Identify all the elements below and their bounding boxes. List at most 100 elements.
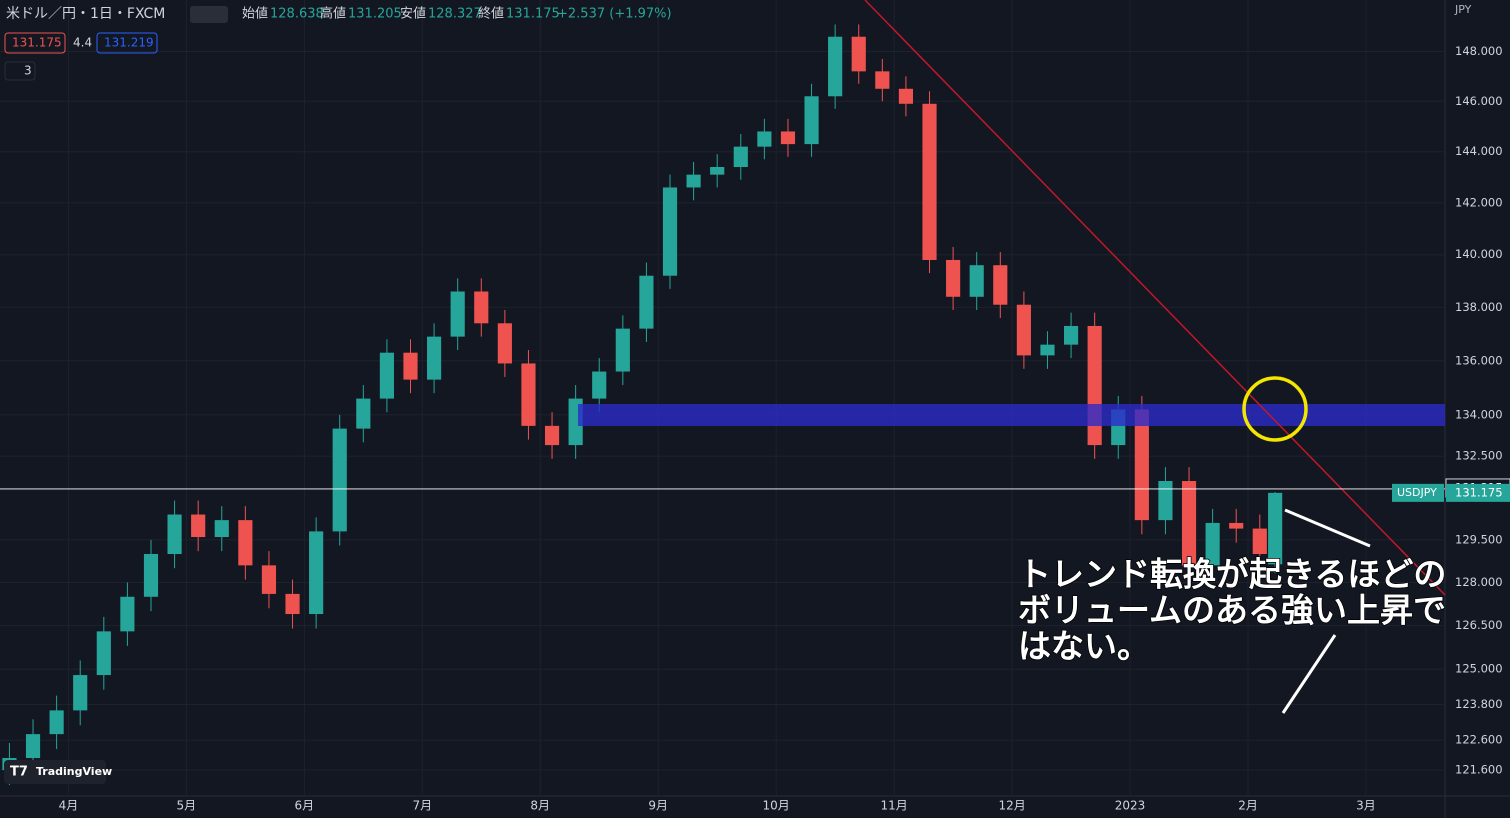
annotation: はない。 <box>1018 627 1150 666</box>
currency: JPY <box>1454 3 1472 16</box>
x-tick-label: 9月 <box>648 799 668 813</box>
logo-mark: T7 <box>10 765 28 780</box>
last-price-box <box>1446 483 1510 502</box>
arrow-line <box>1284 508 1371 548</box>
support-zone <box>578 404 1445 426</box>
y-tick-label: 144.000 <box>1455 144 1503 158</box>
candle-body <box>521 363 536 426</box>
candle-body <box>993 265 1008 305</box>
label: 高値 <box>320 6 346 22</box>
candle-body <box>1229 522 1244 529</box>
candle-body <box>474 291 489 324</box>
candle-body <box>544 425 560 446</box>
y-tick-label: 136.000 <box>1455 353 1503 367</box>
candle-body <box>804 96 819 145</box>
logo: TradingView <box>36 765 112 778</box>
indicator-count: 3 <box>24 64 32 78</box>
candle-body <box>592 371 607 399</box>
x-tick-label: 8月 <box>530 799 550 813</box>
candle-body <box>167 514 182 555</box>
sell-button[interactable] <box>4 32 66 54</box>
candle-body <box>332 428 347 532</box>
candle-body <box>1252 528 1267 555</box>
x-tick-label: 5月 <box>177 799 197 813</box>
candle-body <box>1040 344 1055 356</box>
candle-body <box>238 520 253 566</box>
candle-body <box>969 265 984 297</box>
candle-body <box>1181 481 1197 566</box>
logo-box <box>4 760 106 784</box>
last-name: USDJPY <box>1397 486 1437 499</box>
last-price: 131.175 <box>1455 485 1503 499</box>
x-tick-label: 12月 <box>998 799 1025 813</box>
candle-body <box>828 36 843 97</box>
annotation: トレンド転換が起きるほどの <box>1018 555 1446 594</box>
trend-line <box>864 0 1446 596</box>
last-name-box <box>1392 483 1444 502</box>
candle-body <box>733 146 748 167</box>
toggle[interactable] <box>190 6 228 23</box>
candle-body <box>309 531 324 615</box>
y-tick-label: 122.600 <box>1455 733 1503 747</box>
candle-body <box>497 323 512 364</box>
label: 始値 <box>242 6 268 22</box>
candle-body <box>898 88 914 104</box>
candle-body <box>1134 409 1149 521</box>
candle-body <box>686 174 701 188</box>
spread: 4.4 <box>73 36 92 50</box>
buy-price: 131.219 <box>104 36 154 50</box>
y-tick-label: 128.000 <box>1455 575 1503 589</box>
candle-body <box>427 336 442 380</box>
value: 131.175 <box>506 7 560 22</box>
x-tick-label: 4月 <box>59 799 79 813</box>
x-tick-label: 7月 <box>412 799 432 813</box>
symbol: 米ドル／円・1日・FXCM <box>6 6 165 22</box>
y-tick-label: 138.000 <box>1455 300 1503 314</box>
candle-body <box>1158 481 1173 521</box>
indicator-toggle[interactable] <box>4 61 36 81</box>
candle-body <box>1205 522 1220 566</box>
candle-body <box>285 593 300 615</box>
candle-body <box>1063 325 1079 345</box>
y-tick-label: 146.000 <box>1455 94 1503 108</box>
buy-button[interactable] <box>96 32 158 54</box>
candle-body <box>615 328 630 372</box>
value: 131.205 <box>348 7 402 22</box>
x-tick-label: 6月 <box>295 799 315 813</box>
y-tick-label: 132.500 <box>1455 449 1503 463</box>
arrow-line <box>1281 634 1337 714</box>
candle-body <box>851 36 866 72</box>
candle-body <box>261 565 277 594</box>
label: 終値 <box>478 6 504 22</box>
candle-body <box>757 131 772 147</box>
y-tick-label: 148.000 <box>1455 44 1503 58</box>
value: 128.327 <box>428 7 482 22</box>
x-tick-label: 3月 <box>1356 799 1376 813</box>
candle-body <box>780 131 796 145</box>
candle-body <box>96 631 111 676</box>
y-tick-label: 125.000 <box>1455 662 1503 676</box>
candle-body <box>1268 492 1283 565</box>
change: +2.537 (+1.97%) <box>557 7 672 22</box>
label: 安値 <box>400 6 426 22</box>
x-tick-label: 2月 <box>1238 799 1258 813</box>
candle-body <box>922 103 937 260</box>
y-tick-label: 123.800 <box>1455 697 1503 711</box>
candle-body <box>710 166 725 175</box>
candle-body <box>120 596 135 632</box>
y-tick-label: 142.000 <box>1455 195 1503 209</box>
candle-body <box>875 71 890 89</box>
y-tick-label: 140.000 <box>1455 247 1503 261</box>
highlight-circle <box>1242 376 1308 442</box>
x-tick-label: 11月 <box>880 799 907 813</box>
candle-body <box>1087 325 1102 446</box>
candle-body <box>73 675 88 711</box>
candle-body <box>1016 304 1031 356</box>
candle-body <box>403 352 418 380</box>
candle-body <box>639 275 654 329</box>
x-tick-label: 2023 <box>1115 799 1146 813</box>
candle-body <box>214 520 229 538</box>
y-tick-label: 121.600 <box>1455 763 1503 777</box>
candle-body <box>191 514 206 538</box>
